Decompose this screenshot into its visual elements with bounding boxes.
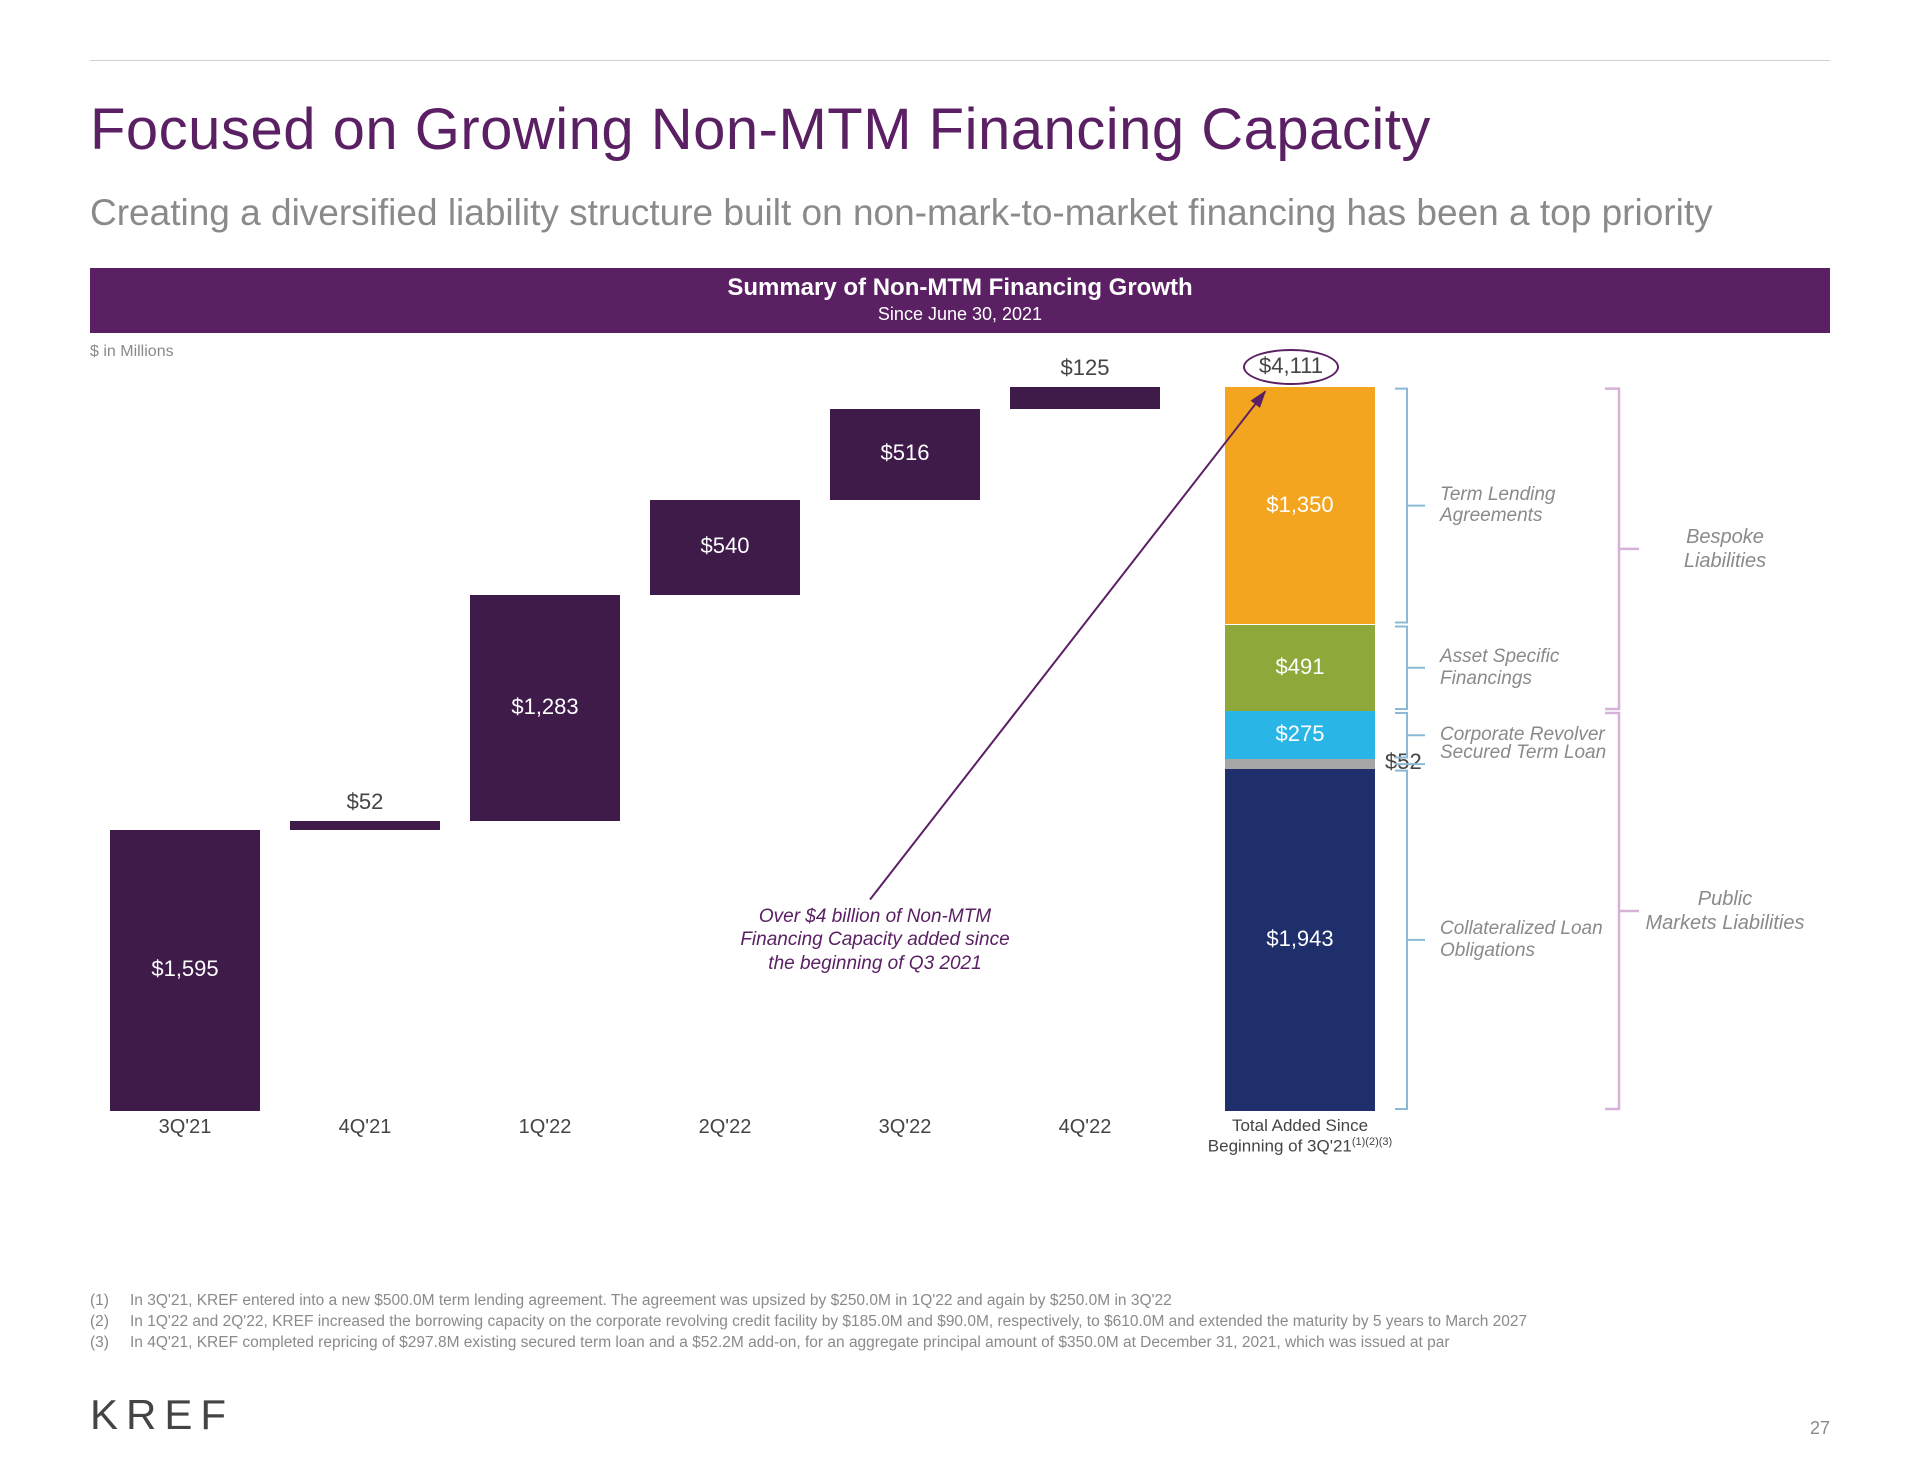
page-title: Focused on Growing Non-MTM Financing Cap… bbox=[90, 96, 1830, 163]
category-label: 3Q'21 bbox=[110, 1116, 260, 1139]
category-label: 3Q'22 bbox=[830, 1116, 980, 1139]
waterfall-bar bbox=[290, 821, 440, 830]
total-callout: $4,111 bbox=[1243, 349, 1339, 385]
stacked-segment-label: $491 bbox=[1225, 654, 1375, 680]
stacked-segment-label: $275 bbox=[1225, 721, 1375, 747]
waterfall-bar bbox=[1010, 387, 1160, 409]
chart-banner: Summary of Non-MTM Financing Growth Sinc… bbox=[90, 268, 1830, 333]
waterfall-bar-label: $1,595 bbox=[110, 956, 260, 982]
segment-right-label: Term Lending Agreements bbox=[1440, 484, 1610, 528]
category-label: 4Q'21 bbox=[290, 1116, 440, 1139]
footnote-marker: (3) bbox=[90, 1333, 130, 1354]
chart: $1,595$52$1,283$540$516$125$1,943$52$275… bbox=[90, 371, 1830, 1151]
footnotes: (1)In 3Q'21, KREF entered into a new $50… bbox=[90, 1291, 1830, 1354]
banner-subtitle: Since June 30, 2021 bbox=[90, 304, 1830, 325]
footnote-text: In 1Q'22 and 2Q'22, KREF increased the b… bbox=[130, 1312, 1830, 1333]
waterfall-bar-label: $52 bbox=[290, 789, 440, 815]
footnote-text: In 3Q'21, KREF entered into a new $500.0… bbox=[130, 1291, 1830, 1312]
unit-label: $ in Millions bbox=[90, 343, 1830, 361]
banner-title: Summary of Non-MTM Financing Growth bbox=[90, 274, 1830, 302]
stacked-segment-stl bbox=[1225, 759, 1375, 768]
page-subtitle: Creating a diversified liability structu… bbox=[90, 188, 1830, 238]
segment-right-label: Asset Specific Financings bbox=[1440, 646, 1610, 690]
segment-right-label: Collateralized Loan Obligations bbox=[1440, 918, 1610, 962]
category-label: 4Q'22 bbox=[1010, 1116, 1160, 1139]
group-right-label: BespokeLiabilities bbox=[1645, 525, 1805, 573]
stacked-segment-label: $1,943 bbox=[1225, 926, 1375, 952]
footnote-marker: (1) bbox=[90, 1291, 130, 1312]
segment-right-label: Secured Term Loan bbox=[1440, 742, 1610, 764]
stacked-segment-label: $1,350 bbox=[1225, 492, 1375, 518]
stacked-segment-label: $52 bbox=[1385, 749, 1422, 775]
category-label: 1Q'22 bbox=[470, 1116, 620, 1139]
waterfall-bar-label: $125 bbox=[1010, 355, 1160, 381]
category-label: 2Q'22 bbox=[650, 1116, 800, 1139]
waterfall-bar-label: $516 bbox=[830, 440, 980, 466]
brand-logo: KREF bbox=[90, 1391, 234, 1439]
footnote-marker: (2) bbox=[90, 1312, 130, 1333]
arrow-callout: Over $4 billion of Non-MTM Financing Cap… bbox=[740, 905, 1010, 976]
waterfall-bar-label: $1,283 bbox=[470, 694, 620, 720]
page-number: 27 bbox=[1810, 1418, 1830, 1439]
category-label: Total Added Since Beginning of 3Q'21(1)(… bbox=[1195, 1116, 1405, 1157]
waterfall-bar-label: $540 bbox=[650, 533, 800, 559]
footnote-text: In 4Q'21, KREF completed repricing of $2… bbox=[130, 1333, 1830, 1354]
group-right-label: PublicMarkets Liabilities bbox=[1645, 887, 1805, 935]
